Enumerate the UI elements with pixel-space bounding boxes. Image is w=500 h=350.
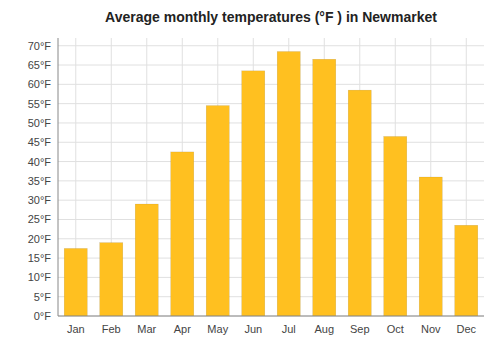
y-grid-line: [58, 103, 484, 104]
x-tick-label: Nov: [421, 323, 441, 335]
y-tick-label: 30°F: [28, 194, 52, 206]
bar: [242, 71, 265, 316]
y-tick-label: 55°F: [28, 98, 52, 110]
bar: [419, 177, 442, 316]
bar: [206, 106, 229, 316]
x-tick-label: Apr: [174, 323, 191, 335]
x-tick-label: Feb: [102, 323, 121, 335]
x-tick-label: Aug: [314, 323, 334, 335]
bar: [64, 248, 87, 316]
bar: [277, 52, 300, 316]
y-tick-label: 45°F: [28, 136, 52, 148]
y-grid-line: [58, 161, 484, 162]
bar: [135, 204, 158, 316]
x-tick-label: Jul: [282, 323, 296, 335]
x-tick-label: Dec: [456, 323, 476, 335]
y-tick-label: 25°F: [28, 213, 52, 225]
y-grid-line: [58, 84, 484, 85]
y-grid-line: [58, 65, 484, 66]
x-tick-label: Jun: [244, 323, 262, 335]
y-tick-label: 35°F: [28, 175, 52, 187]
bar: [313, 59, 336, 316]
y-tick-label: 60°F: [28, 78, 52, 90]
chart-container: Average monthly temperatures (°F ) in Ne…: [0, 0, 500, 350]
y-tick-label: 0°F: [34, 310, 52, 322]
x-tick-label: Sep: [350, 323, 370, 335]
y-grid-line: [58, 45, 484, 46]
y-tick-label: 15°F: [28, 252, 52, 264]
bar: [384, 136, 407, 316]
y-tick-label: 65°F: [28, 59, 52, 71]
bar: [348, 90, 371, 316]
bar: [100, 243, 123, 316]
y-grid-line: [58, 122, 484, 123]
x-tick-label: May: [207, 323, 228, 335]
chart-title: Average monthly temperatures (°F ) in Ne…: [105, 9, 437, 25]
y-tick-label: 20°F: [28, 233, 52, 245]
y-grid-line: [58, 142, 484, 143]
grid: [58, 38, 484, 316]
x-tick-label: Jan: [67, 323, 85, 335]
x-tick-label: Oct: [387, 323, 404, 335]
y-grid-line: [58, 316, 484, 317]
x-tick-label: Mar: [137, 323, 156, 335]
y-axis-line: [58, 38, 59, 316]
y-tick-label: 40°F: [28, 156, 52, 168]
bar: [455, 225, 478, 316]
y-tick-label: 5°F: [34, 291, 52, 303]
bars: [64, 52, 478, 316]
y-tick-label: 50°F: [28, 117, 52, 129]
chart-svg: Average monthly temperatures (°F ) in Ne…: [0, 0, 500, 350]
bar: [171, 152, 194, 316]
y-tick-label: 70°F: [28, 40, 52, 52]
x-axis-line: [58, 316, 484, 317]
y-tick-label: 10°F: [28, 271, 52, 283]
